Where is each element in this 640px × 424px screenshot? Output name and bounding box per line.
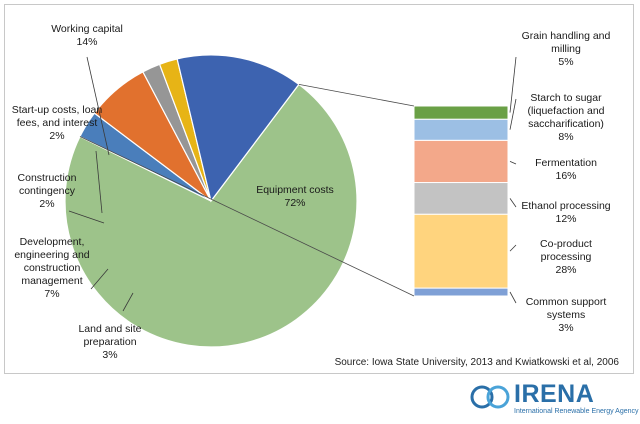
bar-leader-1 xyxy=(509,244,517,252)
irena-logo-icon xyxy=(470,385,510,409)
bar-label-4: Starch to sugar (liquefaction and sacchari… xyxy=(527,92,604,143)
chart-svg: Equipment costs 72% Land and site preparati… xyxy=(12,23,611,361)
bar-segment-0 xyxy=(413,287,509,297)
pie-label-5: Working capital 14% xyxy=(51,23,123,48)
bar-segment-1 xyxy=(413,213,509,289)
pie-leader-2 xyxy=(90,268,109,290)
pie-slice-5 xyxy=(176,54,300,203)
logo-wordmark: IRENA xyxy=(514,380,595,408)
bar-label-0: Common support systems 3% xyxy=(526,296,607,334)
logo-subtitle: International Renewable Energy Agency xyxy=(514,408,639,415)
pie-label-4: Start-up costs, loan fees, and interest 2% xyxy=(12,104,103,142)
connector-bottom xyxy=(79,136,415,297)
bar-leader-0 xyxy=(509,291,517,304)
bar-label-1: Co-product processing 28% xyxy=(540,238,592,276)
chart-frame: Equipment costs 72% Land and site preparati… xyxy=(4,4,634,374)
pie-leader-5 xyxy=(86,56,110,156)
connector-top xyxy=(298,84,415,107)
pie-leader-3 xyxy=(68,210,105,224)
bar-segment-3 xyxy=(413,139,509,184)
bar-leader-3 xyxy=(509,161,517,165)
irena-logo: IRENA International Renewable Energy Age… xyxy=(470,380,639,420)
pie-label-0: Equipment costs 72% xyxy=(256,184,334,209)
pie-slice-0 xyxy=(64,83,358,348)
pie-label-2: Development, engineering and construction m… xyxy=(14,236,89,300)
source-note: Source: Iowa State University, 2013 and … xyxy=(334,357,619,368)
pie-leader-4 xyxy=(95,150,103,214)
bar-segment-5 xyxy=(413,105,509,120)
bar-label-3: Fermentation 16% xyxy=(535,157,597,182)
bar-leader-2 xyxy=(509,198,517,208)
bar-segment-2 xyxy=(413,182,509,215)
pie-label-3: Construction contingency 2% xyxy=(18,172,77,210)
bar-segment-4 xyxy=(413,118,509,141)
bar-leader-5 xyxy=(509,56,517,113)
bar-label-5: Grain handling and milling 5% xyxy=(522,30,611,68)
pie-leader-1 xyxy=(122,292,134,312)
bar-leader-4 xyxy=(509,98,517,130)
pie-label-1: Land and site preparation 3% xyxy=(78,323,141,361)
bar-label-2: Ethanol processing 12% xyxy=(521,200,610,225)
